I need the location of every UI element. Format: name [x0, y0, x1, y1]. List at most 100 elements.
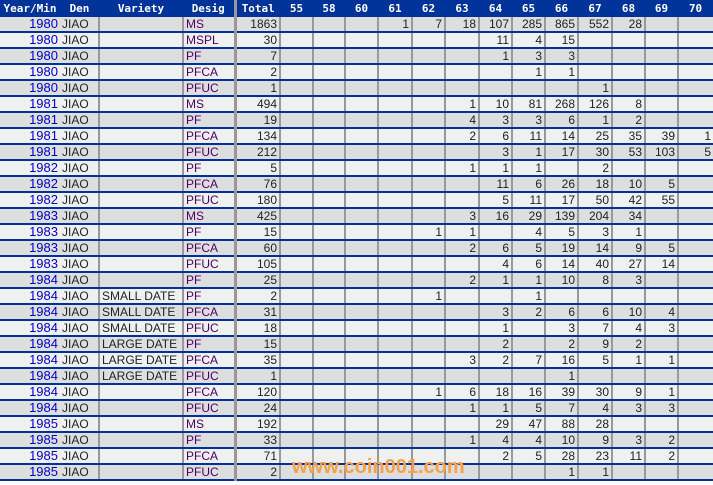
mintage-cell: 8 — [611, 96, 645, 113]
mintage-cell: 1 — [478, 48, 512, 65]
year-cell[interactable]: 1984 — [0, 288, 60, 305]
year-cell[interactable]: 1983 — [0, 224, 60, 241]
year-cell[interactable]: 1984 — [0, 400, 60, 417]
mintage-cell — [644, 464, 678, 481]
column-header-min-61[interactable]: 61 — [378, 0, 412, 17]
mintage-cell — [377, 432, 412, 449]
mintage-cell — [444, 144, 479, 161]
mintage-cell — [344, 272, 378, 289]
variety-cell — [98, 128, 183, 145]
year-cell[interactable]: 1985 — [0, 416, 60, 433]
mintage-cell — [444, 288, 479, 305]
year-cell[interactable]: 1980 — [0, 64, 60, 81]
year-cell[interactable]: 1984 — [0, 272, 60, 289]
mintage-cell: 865 — [544, 17, 578, 33]
variety-cell: LARGE DATE — [98, 352, 183, 369]
year-cell[interactable]: 1981 — [0, 128, 60, 145]
mintage-cell: 9 — [577, 432, 612, 449]
mintage-cell — [444, 64, 479, 81]
mintage-cell: 2 — [478, 448, 512, 465]
year-cell[interactable]: 1985 — [0, 464, 60, 481]
year-cell[interactable]: 1982 — [0, 192, 60, 209]
mintage-cell: 34 — [611, 208, 645, 225]
mintage-cell: 2 — [444, 272, 479, 289]
year-cell[interactable]: 1984 — [0, 336, 60, 353]
mintage-cell — [611, 160, 645, 177]
year-cell[interactable]: 1981 — [0, 112, 60, 129]
column-header-total[interactable]: Total — [233, 0, 280, 17]
year-cell[interactable]: 1980 — [0, 17, 60, 33]
year-cell[interactable]: 1980 — [0, 48, 60, 65]
desig-cell: PFCA — [182, 448, 235, 465]
year-cell[interactable]: 1984 — [0, 368, 60, 385]
mintage-cell: 7 — [577, 320, 612, 337]
mintage-cell: 42 — [611, 192, 645, 209]
year-cell[interactable]: 1982 — [0, 160, 60, 177]
column-header-min-67[interactable]: 67 — [578, 0, 612, 17]
total-cell: 180 — [233, 192, 280, 209]
mintage-cell: 30 — [577, 384, 612, 401]
column-header-min-70[interactable]: 70 — [678, 0, 713, 17]
mintage-cell: 29 — [511, 208, 545, 225]
year-cell[interactable]: 1980 — [0, 32, 60, 49]
column-header-year[interactable]: Year/Min — [0, 0, 60, 17]
mintage-cell — [411, 272, 445, 289]
column-header-min-69[interactable]: 69 — [645, 0, 678, 17]
column-header-den[interactable]: Den — [60, 0, 99, 17]
column-header-min-63[interactable]: 63 — [445, 0, 479, 17]
mintage-cell — [312, 432, 345, 449]
table-row: 1984 JIAO LARGE DATE PFUC 1 1 — [0, 368, 713, 385]
total-cell: 15 — [233, 224, 280, 241]
table-row: 1985 JIAO PFUC 2 1 1 — [0, 464, 713, 481]
year-cell[interactable]: 1984 — [0, 304, 60, 321]
column-header-min-60[interactable]: 60 — [345, 0, 378, 17]
year-cell[interactable]: 1984 — [0, 320, 60, 337]
mintage-cell — [444, 80, 479, 97]
column-header-min-64[interactable]: 64 — [479, 0, 512, 17]
total-cell: 2 — [233, 464, 280, 481]
year-cell[interactable]: 1984 — [0, 384, 60, 401]
column-header-min-62[interactable]: 62 — [412, 0, 445, 17]
year-cell[interactable]: 1984 — [0, 352, 60, 369]
column-header-min-55[interactable]: 55 — [280, 0, 313, 17]
column-header-min-65[interactable]: 65 — [512, 0, 545, 17]
variety-cell — [98, 96, 183, 113]
den-cell: JIAO — [60, 80, 99, 97]
mintage-cell: 2 — [611, 336, 645, 353]
mintage-cell — [444, 464, 479, 481]
mintage-cell — [411, 304, 445, 321]
mintage-cell: 6 — [577, 304, 612, 321]
mintage-cell: 4 — [644, 304, 678, 321]
year-cell[interactable]: 1983 — [0, 208, 60, 225]
mintage-cell — [411, 144, 445, 161]
year-cell[interactable]: 1983 — [0, 240, 60, 257]
column-header-min-66[interactable]: 66 — [545, 0, 578, 17]
column-header-min-68[interactable]: 68 — [612, 0, 645, 17]
year-cell[interactable]: 1981 — [0, 96, 60, 113]
year-cell[interactable]: 1985 — [0, 448, 60, 465]
table-row: 1984 JIAO PFUC 24 1 1 5 7 4 3 3 — [0, 400, 713, 417]
column-header-variety[interactable]: Variety — [99, 0, 183, 17]
year-cell[interactable]: 1981 — [0, 144, 60, 161]
year-cell[interactable]: 1980 — [0, 80, 60, 97]
mintage-cell — [377, 384, 412, 401]
year-cell[interactable]: 1982 — [0, 176, 60, 193]
mintage-cell — [377, 176, 412, 193]
mintage-cell — [344, 224, 378, 241]
mintage-cell — [279, 368, 313, 385]
total-cell: 2 — [233, 64, 280, 81]
column-header-desig[interactable]: Desig — [183, 0, 235, 17]
mintage-cell — [644, 80, 678, 97]
den-cell: JIAO — [60, 192, 99, 209]
year-cell[interactable]: 1985 — [0, 432, 60, 449]
column-header-min-58[interactable]: 58 — [313, 0, 345, 17]
mintage-cell: 3 — [544, 48, 578, 65]
mintage-cell — [411, 96, 445, 113]
table-row: 1980 JIAO MSPL 30 11 4 15 — [0, 32, 713, 49]
desig-cell: PFCA — [182, 240, 235, 257]
year-cell[interactable]: 1983 — [0, 256, 60, 273]
mintage-cell — [377, 416, 412, 433]
variety-cell — [98, 80, 183, 97]
mintage-cell: 17 — [544, 144, 578, 161]
mintage-cell — [677, 288, 713, 305]
